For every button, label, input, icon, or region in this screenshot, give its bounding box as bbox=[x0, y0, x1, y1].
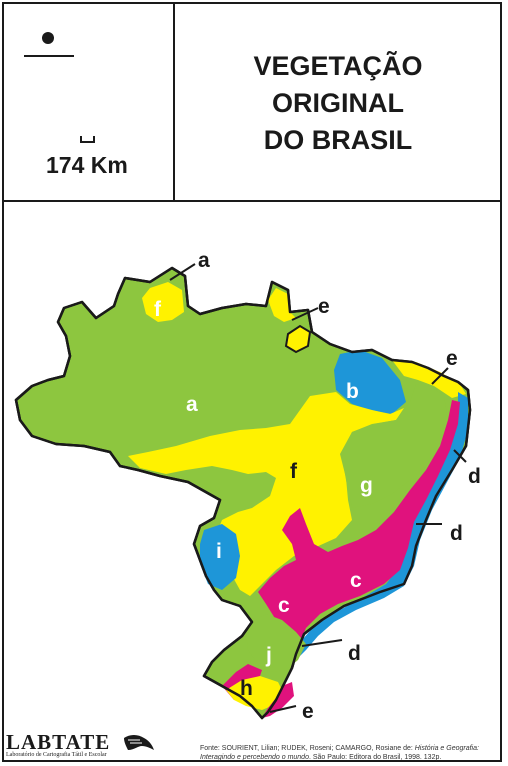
label-i: i bbox=[216, 540, 222, 563]
title-line-2: ORIGINAL bbox=[272, 88, 404, 118]
region-a-shape bbox=[14, 266, 472, 720]
label-e-north: e bbox=[318, 295, 330, 318]
region-h-shape bbox=[226, 676, 284, 710]
header-divider bbox=[2, 200, 502, 202]
label-b: b bbox=[346, 380, 359, 403]
source-book: História e Geografia: Interagindo e perc… bbox=[200, 745, 479, 761]
north-line bbox=[24, 55, 74, 57]
source-suffix: . São Paulo: Editora do Brasil, 1998. 13… bbox=[308, 754, 442, 761]
label-f: f bbox=[290, 460, 298, 483]
label-d-3: d bbox=[348, 642, 361, 665]
label-a: a bbox=[186, 393, 198, 416]
scale-label: 174 Km bbox=[46, 152, 128, 178]
label-c-2: c bbox=[278, 594, 290, 617]
map-frame bbox=[2, 2, 502, 762]
country-outline bbox=[14, 266, 472, 720]
map-title: VEGETAÇÃO ORIGINAL DO BRASIL bbox=[176, 48, 500, 159]
legend-divider bbox=[173, 2, 175, 201]
north-point-marker bbox=[42, 32, 54, 44]
source-prefix: Fonte: SOURIENT, Lilian; RUDEK, Roseni; … bbox=[200, 745, 415, 752]
label-g: g bbox=[360, 474, 373, 497]
region-g-shape bbox=[342, 384, 448, 508]
region-c-shape bbox=[258, 400, 460, 646]
labtate-logo-text: LABTATE bbox=[6, 730, 111, 754]
hand-icon bbox=[124, 735, 154, 750]
label-h: h bbox=[240, 677, 253, 700]
region-j-shape bbox=[246, 614, 306, 672]
label-d-1: d bbox=[468, 465, 481, 488]
source-citation: Fonte: SOURIENT, Lilian; RUDEK, Roseni; … bbox=[200, 744, 498, 762]
label-d-2: d bbox=[450, 522, 463, 545]
label-e-south: e bbox=[302, 700, 314, 723]
label-j: j bbox=[265, 644, 272, 667]
title-line-3: DO BRASIL bbox=[263, 125, 413, 155]
region-f-shape bbox=[128, 392, 404, 596]
label-e-northeast: e bbox=[446, 347, 458, 370]
region-f-north-shape bbox=[142, 282, 184, 322]
title-line-1: VEGETAÇÃO bbox=[253, 51, 423, 81]
label-f-north: f bbox=[154, 298, 162, 321]
region-i-shape bbox=[200, 524, 240, 590]
scale-bar bbox=[80, 136, 95, 143]
label-a-outer: a bbox=[198, 249, 210, 272]
region-e-island-shape bbox=[284, 324, 312, 354]
region-d-shape bbox=[296, 392, 468, 660]
labtate-subtitle: Laboratório de Cartografia Tátil e Escol… bbox=[6, 752, 107, 758]
leader-lines bbox=[169, 263, 467, 713]
region-b-shape bbox=[334, 350, 406, 414]
region-e-northeast-shape bbox=[392, 360, 466, 398]
region-e-amapa-shape bbox=[268, 288, 296, 322]
label-c-1: c bbox=[350, 569, 362, 592]
